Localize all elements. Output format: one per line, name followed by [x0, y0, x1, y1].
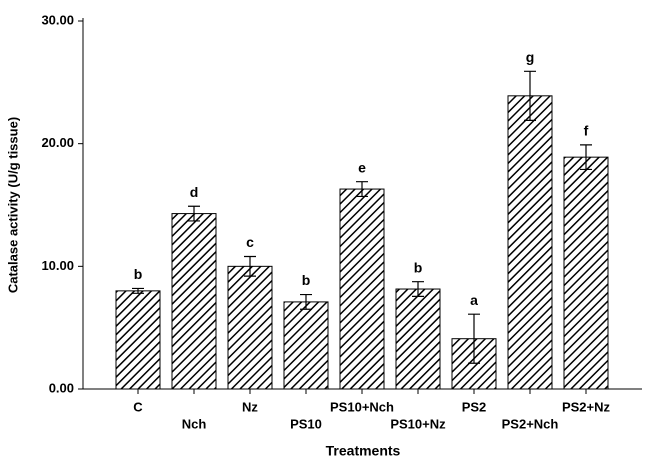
bar [115, 290, 161, 390]
y-tick-label: 0.00 [49, 380, 74, 395]
error-bar [132, 287, 144, 294]
x-tick-label: PS10+Nz [390, 416, 446, 431]
significance-letter: a [470, 292, 478, 308]
error-bar [524, 70, 536, 121]
y-tick-label: 30.00 [41, 12, 74, 27]
bar [227, 265, 273, 390]
error-bar [412, 281, 424, 297]
x-tick-label: C [133, 399, 143, 414]
y-axis-title: Catalase activity (U/g tissue) [5, 117, 20, 293]
x-tick-label: PS2+Nch [502, 416, 559, 431]
significance-letter: b [134, 266, 143, 282]
significance-letter: b [302, 272, 311, 288]
significance-letter: c [246, 234, 254, 250]
error-bar [300, 293, 312, 310]
error-bar [356, 181, 368, 198]
significance-letter: e [358, 159, 366, 175]
x-tick-label: PS10 [290, 416, 322, 431]
bar [507, 95, 553, 390]
error-bar [468, 313, 480, 364]
bar [339, 188, 385, 390]
error-bar [244, 255, 256, 277]
x-tick-label: PS2+Nz [562, 399, 611, 414]
error-bar [188, 205, 200, 222]
x-tick-label: PS2 [462, 399, 487, 414]
significance-letter: b [414, 259, 423, 275]
y-tick-label: 10.00 [41, 258, 74, 273]
error-bar [580, 144, 592, 171]
bar [171, 213, 217, 390]
significance-letter: g [526, 49, 535, 65]
significance-letter: d [190, 184, 199, 200]
significance-letter: f [584, 123, 589, 139]
bar [283, 301, 329, 390]
x-tick-label: PS10+Nch [330, 399, 394, 414]
x-tick-label: Nch [182, 416, 207, 431]
x-tick-label: Nz [242, 399, 258, 414]
y-tick-label: 20.00 [41, 135, 74, 150]
bar [563, 156, 609, 390]
bar [395, 288, 441, 390]
x-axis-title: Treatments [326, 443, 401, 459]
